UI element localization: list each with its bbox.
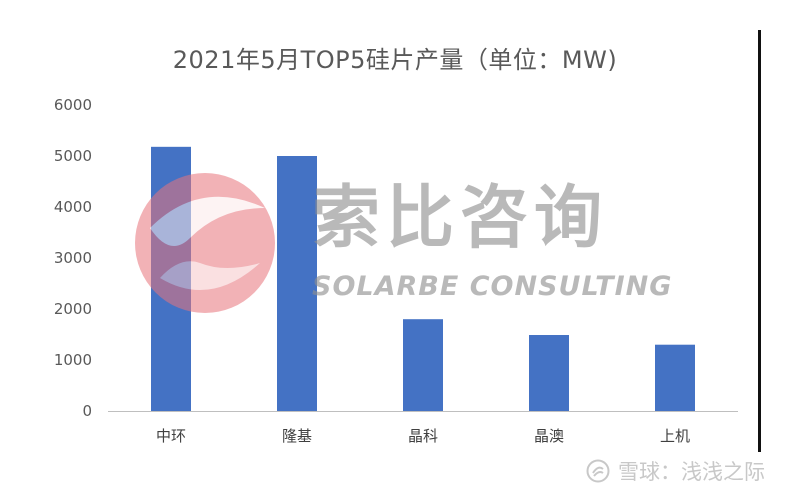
y-tick-label: 3000 (54, 249, 92, 267)
right-edge-border (758, 30, 761, 452)
y-axis-ticks: 0 1000 2000 3000 4000 5000 6000 (54, 96, 92, 420)
y-tick-label: 5000 (54, 147, 92, 165)
y-tick-label: 6000 (54, 96, 92, 114)
x-category-label: 晶科 (408, 427, 438, 445)
x-axis-categories: 中环 隆基 晶科 晶澳 上机 (156, 427, 690, 445)
x-category-label: 晶澳 (534, 427, 564, 445)
bar-2 (277, 156, 317, 411)
credit-text: 雪球：浅浅之际 (618, 460, 765, 484)
solarbe-logo-seal (130, 168, 280, 318)
y-tick-label: 1000 (54, 351, 92, 369)
x-category-label: 上机 (660, 427, 690, 445)
y-tick-label: 2000 (54, 300, 92, 318)
chart-title: 2021年5月TOP5硅片产量（单位：MW) (172, 46, 618, 74)
bar-5 (655, 344, 695, 411)
snowball-icon (586, 459, 610, 483)
bar-3 (403, 319, 443, 411)
y-tick-label: 4000 (54, 198, 92, 216)
y-tick-label: 0 (82, 402, 92, 420)
x-category-label: 中环 (156, 427, 186, 445)
bar-4 (529, 335, 569, 411)
source-credit: 雪球：浅浅之际 (586, 456, 765, 486)
x-category-label: 隆基 (282, 427, 312, 445)
